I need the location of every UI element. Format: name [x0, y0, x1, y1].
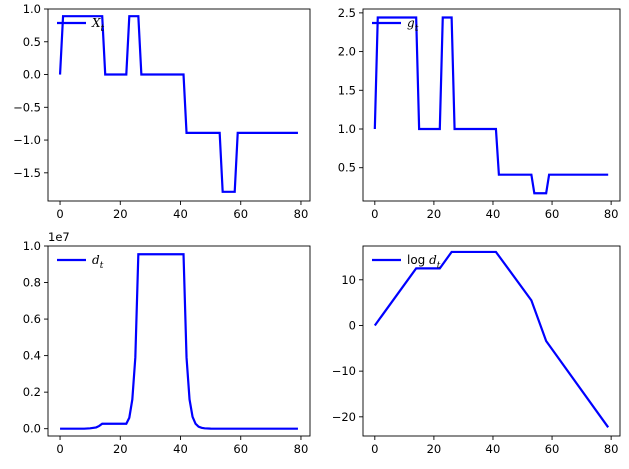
y-tick-label: 1.5: [338, 83, 356, 97]
y-tick-label: −1.0: [13, 133, 41, 147]
legend-label: gt: [407, 16, 419, 34]
series-line: [373, 250, 610, 428]
x-tick-label: 60: [233, 207, 248, 221]
y-tick-label: −20: [332, 410, 356, 424]
y-scale-label: 1e7: [48, 230, 70, 244]
y-tick-label: 0.0: [23, 68, 41, 82]
y-tick-label: 1.0: [23, 239, 41, 253]
legend: dt: [57, 253, 104, 271]
y-tick-label: 0.5: [23, 35, 41, 49]
x-tick-label: 20: [427, 442, 442, 456]
x-tick-label: 0: [56, 207, 63, 221]
subplot-g-t: 0 20 40 60 80 2.5 2.0 1.5 1.0 0.5 gt: [338, 6, 621, 221]
x-tick-label: 20: [113, 207, 128, 221]
y-tick-label: −0.5: [13, 100, 41, 114]
legend-label: Xt: [91, 16, 105, 34]
y-tick-label: 0: [349, 318, 356, 332]
y-tick-label: 10: [341, 273, 356, 287]
x-tick-label: 40: [486, 207, 501, 221]
x-tick-label: 0: [371, 207, 378, 221]
y-tick-label: 0.2: [23, 385, 41, 399]
x-tick-label: 80: [294, 442, 309, 456]
y-tick-label: 0.0: [23, 422, 41, 436]
y-tick-label: 2.0: [338, 45, 356, 59]
x-tick-label: 0: [371, 442, 378, 456]
x-tick-label: 40: [486, 442, 501, 456]
plot-area: 0 20 40 60 80 1.0 0.5 0.0 −0.5 −1.0 −1.5: [13, 2, 311, 221]
x-tick-label: 20: [427, 207, 442, 221]
x-tick-label: 60: [233, 442, 248, 456]
subplot-d-t: 0 20 40 60 80 1.0 0.8 0.6 0.4 0.2 0.0 dt 1e7: [23, 230, 311, 456]
y-tick-label: 2.5: [338, 6, 356, 20]
plot-area: 0 20 40 60 80 2.5 2.0 1.5 1.0 0.5: [338, 6, 621, 221]
y-tick-label: 1.0: [23, 2, 41, 16]
y-tick-label: −10: [332, 364, 356, 378]
y-tick-label: 0.4: [23, 349, 41, 363]
legend: gt: [372, 16, 419, 34]
subplot-x-t: 0 20 40 60 80 1.0 0.5 0.0 −0.5 −1.0 −1.5 Xt: [13, 2, 311, 221]
axes-frame: [47, 8, 311, 202]
series-line: [58, 15, 298, 193]
x-tick-label: 80: [604, 442, 619, 456]
series-line: [373, 16, 609, 195]
x-tick-label: 60: [545, 207, 560, 221]
y-tick-label: 0.6: [23, 312, 41, 326]
x-tick-label: 80: [604, 207, 619, 221]
x-tick-label: 40: [173, 207, 188, 221]
series-line: [60, 253, 298, 430]
y-tick-label: 0.8: [23, 276, 41, 290]
axes-frame: [47, 245, 311, 437]
x-tick-label: 40: [173, 442, 188, 456]
x-tick-label: 20: [113, 442, 128, 456]
legend-label: dt: [92, 253, 104, 271]
legend: log dt: [372, 253, 441, 271]
x-tick-label: 60: [545, 442, 560, 456]
y-tick-label: 0.5: [338, 161, 356, 175]
x-tick-label: 80: [294, 207, 309, 221]
y-tick-label: 1.0: [338, 122, 356, 136]
axes-frame: [362, 245, 621, 437]
x-tick-label: 0: [56, 442, 63, 456]
legend-label: log dt: [407, 253, 441, 271]
axes-frame: [362, 8, 621, 202]
plot-area: 0 20 40 60 80 1.0 0.8 0.6 0.4 0.2 0.0: [23, 239, 311, 456]
legend: Xt: [57, 16, 105, 34]
y-tick-label: −1.5: [13, 166, 41, 180]
